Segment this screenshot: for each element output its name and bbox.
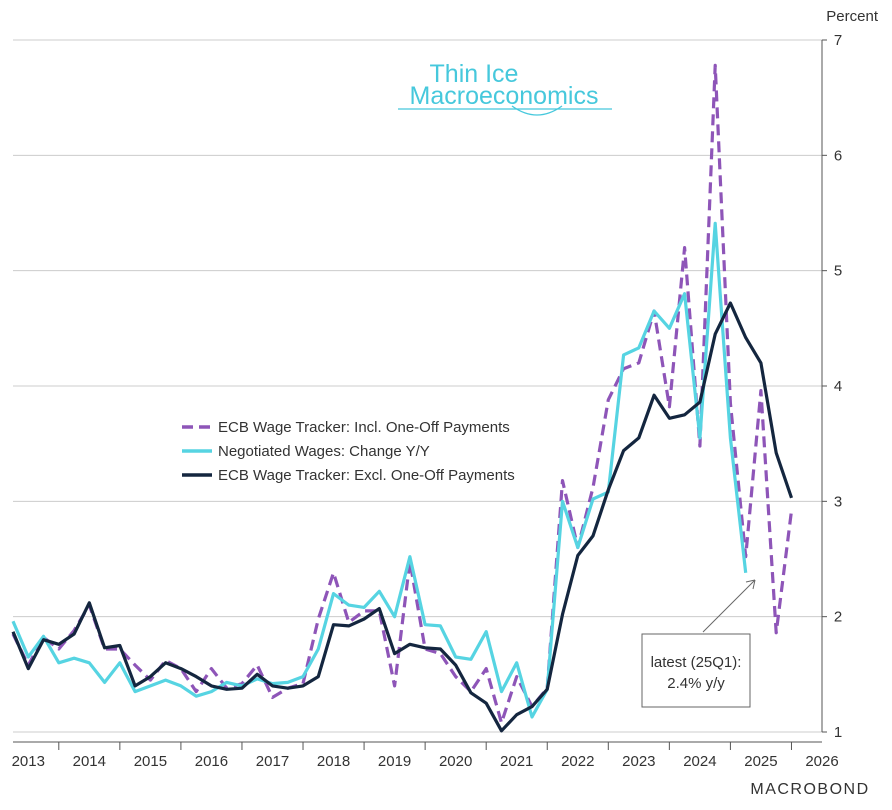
ytick-label-5: 5	[834, 263, 842, 280]
annotation-arrow-head	[745, 579, 756, 590]
ytick-label-1: 1	[834, 724, 842, 741]
xtick-label-2023: 2023	[622, 753, 655, 770]
annotation-box	[641, 633, 751, 708]
series-lines	[11, 63, 794, 733]
xtick-label-2019: 2019	[378, 753, 411, 770]
unit-label: Percent	[826, 8, 879, 25]
latest-annotation: latest (25Q1): 2.4% y/y	[641, 579, 756, 708]
brand-label: MACROBOND	[750, 781, 869, 798]
thin-ice-logo: Thin Ice Macroeconomics	[398, 60, 612, 116]
logo-line2: Macroeconomics	[410, 82, 599, 110]
series-line-1	[11, 221, 748, 719]
logo-line1: Thin Ice	[430, 60, 519, 88]
annotation-arrow-line	[702, 579, 756, 633]
ytick-label-3: 3	[834, 493, 842, 510]
xtick-label-2020: 2020	[439, 753, 472, 770]
ytick-label-4: 4	[834, 378, 842, 395]
xtick-label-2026: 2026	[805, 753, 838, 770]
xtick-label-2016: 2016	[195, 753, 228, 770]
xtick-label-2025: 2025	[744, 753, 777, 770]
annotation-line1: latest (25Q1):	[651, 654, 742, 671]
grid-lines	[13, 39, 822, 733]
series-line-0	[11, 63, 794, 725]
logo-wave	[511, 105, 563, 116]
ytick-label-7: 7	[834, 32, 842, 49]
ytick-label-6: 6	[834, 147, 842, 164]
axes: 1 2 3 4 5 6 7 2013 2014 2015 2016 2017 2018 2019 2020 2…	[12, 32, 843, 770]
ytick-label-2: 2	[834, 609, 842, 626]
macrobond-brand: MACROBOND	[750, 781, 869, 798]
annotation-line2: 2.4% y/y	[667, 675, 725, 692]
legend-label-negotiated: Negotiated Wages: Change Y/Y	[218, 443, 430, 460]
series-line-2	[11, 301, 794, 733]
legend: ECB Wage Tracker: Incl. One-Off Payments…	[182, 419, 515, 484]
xtick-label-2021: 2021	[500, 753, 533, 770]
xtick-label-2018: 2018	[317, 753, 350, 770]
legend-label-excl: ECB Wage Tracker: Excl. One-Off Payments	[218, 467, 515, 484]
xtick-label-2014: 2014	[73, 753, 106, 770]
xtick-label-2013: 2013	[12, 753, 45, 770]
xtick-label-2022: 2022	[561, 753, 594, 770]
xtick-label-2015: 2015	[134, 753, 167, 770]
xtick-label-2017: 2017	[256, 753, 289, 770]
xtick-label-2024: 2024	[683, 753, 716, 770]
legend-label-incl: ECB Wage Tracker: Incl. One-Off Payments	[218, 419, 510, 436]
